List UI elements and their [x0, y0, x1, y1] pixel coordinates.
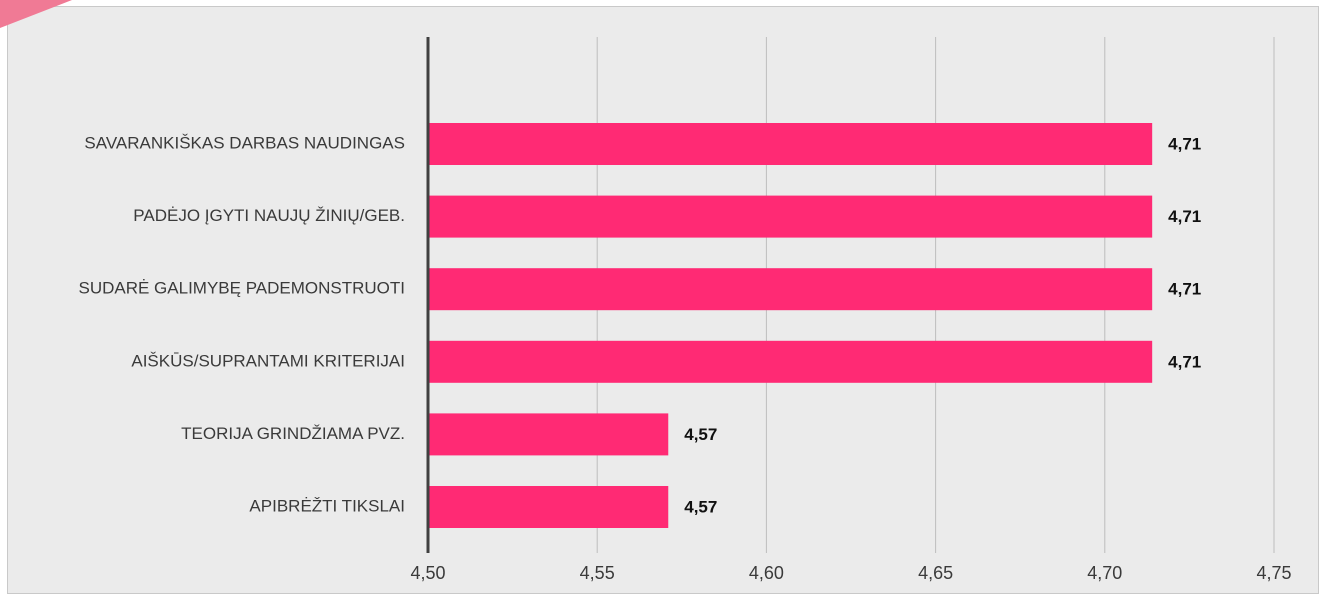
x-tick-label: 4,50	[410, 563, 445, 583]
bar	[428, 123, 1153, 165]
category-label: PADĖJO ĮGYTI NAUJŲ ŽINIŲ/GEB.	[133, 206, 405, 225]
x-tick-label: 4,65	[918, 563, 953, 583]
corner-accent	[0, 0, 72, 28]
bar	[428, 195, 1153, 238]
category-label: SUDARĖ GALIMYBĘ PADEMONSTRUOTI	[78, 279, 405, 298]
bar	[428, 268, 1153, 311]
bar	[428, 486, 669, 528]
category-label: TEORIJA GRINDŽIAMA PVZ.	[181, 424, 405, 443]
bar	[428, 413, 669, 456]
x-tick-label: 4,55	[580, 563, 615, 583]
bar	[428, 340, 1153, 383]
data-label: 4,57	[684, 497, 717, 516]
category-label: APIBRĖŽTI TIKSLAI	[249, 496, 405, 515]
x-tick-label: 4,60	[749, 563, 784, 583]
data-label: 4,71	[1168, 207, 1201, 226]
x-tick-label: 4,70	[1087, 563, 1122, 583]
data-label: 4,71	[1168, 134, 1201, 153]
data-label: 4,57	[684, 425, 717, 444]
data-label: 4,71	[1168, 352, 1201, 371]
x-tick-label: 4,75	[1256, 563, 1291, 583]
category-label: SAVARANKIŠKAS DARBAS NAUDINGAS	[84, 133, 405, 152]
data-label: 4,71	[1168, 280, 1201, 299]
category-label: AIŠKŪS/SUPRANTAMI KRITERIJAI	[131, 351, 405, 370]
